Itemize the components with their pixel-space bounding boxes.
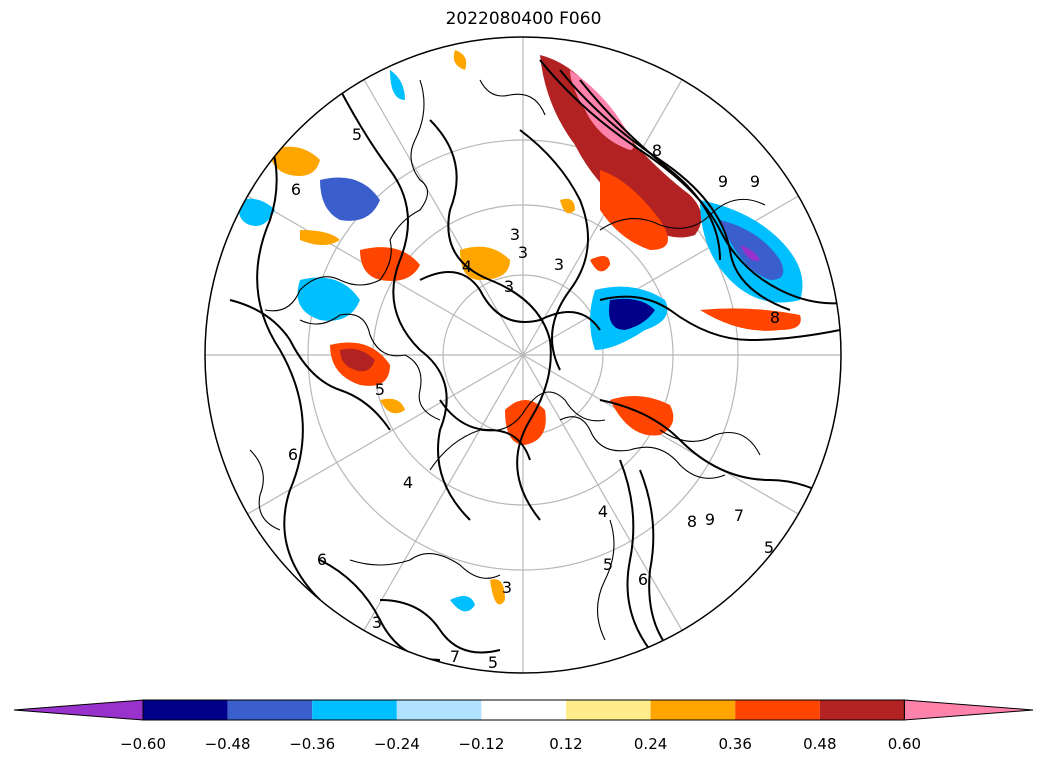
colorbar-tick-label: 0.60	[887, 735, 922, 753]
coastlines	[249, 79, 766, 641]
contour-label: 8	[652, 141, 662, 160]
colorbar-tick-label: −0.24	[373, 735, 420, 753]
contour-label: 5	[375, 380, 385, 399]
anomaly-patch	[505, 400, 546, 445]
colorbar-swatch	[396, 700, 482, 720]
meridian-line	[247, 354, 524, 515]
meridian-line	[522, 354, 683, 631]
colorbar-tick-label: −0.36	[289, 735, 336, 753]
map-boundary	[204, 36, 842, 674]
anomaly-patch	[700, 308, 801, 331]
contour-label: 6	[638, 570, 648, 589]
anomaly-patch	[740, 245, 760, 261]
contour-label: 8	[687, 512, 697, 531]
contour-label: 9	[705, 510, 715, 529]
colorbar-tick-label: 0.24	[633, 735, 668, 753]
contour-label: 3	[510, 225, 520, 244]
colorbar-swatch	[227, 700, 313, 720]
contour-label: 3	[518, 243, 528, 262]
contour-label: 7	[734, 506, 744, 525]
anomaly-patch	[380, 398, 405, 414]
colorbar-swatch	[312, 700, 397, 720]
map-title: 2022080400 F060	[445, 9, 602, 29]
contour-label: 3	[504, 277, 514, 296]
anomaly-patch	[390, 70, 405, 100]
contour-label: 4	[598, 502, 608, 521]
contour-label: 3	[372, 613, 382, 632]
contour-label: 3	[554, 255, 564, 274]
contour-label: 6	[317, 550, 327, 569]
contours	[229, 59, 841, 661]
contour-label: 9	[718, 172, 728, 191]
anomaly-patch	[320, 300, 340, 318]
contour-label: 5	[488, 653, 498, 672]
meridian-line	[363, 79, 524, 356]
colorbar	[13, 699, 1034, 721]
anomaly-patch	[320, 177, 380, 221]
colorbar-swatch	[819, 700, 905, 720]
anomaly-patch	[238, 198, 275, 226]
anomaly-patch	[720, 220, 784, 280]
contour-label: 6	[291, 180, 301, 199]
contour-label: 6	[288, 445, 298, 464]
colorbar-swatch	[566, 700, 651, 720]
colorbar-swatch	[735, 700, 820, 720]
colorbar-tick-label: 0.48	[803, 735, 837, 753]
contour-label: 5	[603, 555, 613, 574]
anomaly-patch	[490, 579, 505, 605]
colorbar-swatch	[481, 700, 566, 720]
colorbar-swatch	[650, 700, 736, 720]
anomaly-patch	[360, 247, 420, 281]
colorbar-swatch	[143, 700, 228, 720]
colorbar-tick-label: −0.12	[458, 735, 505, 753]
anomaly-patch	[270, 146, 320, 176]
anomaly-patch	[570, 70, 634, 150]
anomaly-patch	[297, 277, 360, 321]
anomaly-patch	[450, 596, 475, 612]
anomaly-patch	[609, 298, 655, 330]
anomaly-patch	[453, 50, 467, 70]
meridian-line	[522, 79, 683, 356]
shaded-field	[238, 50, 803, 612]
anomaly-patch	[590, 256, 610, 272]
anomaly-patch	[610, 396, 674, 436]
meridian-line	[363, 354, 524, 631]
colorbar-tick-label: 0.12	[549, 735, 583, 753]
contour-label: 3	[502, 578, 512, 597]
anomaly-patch	[560, 198, 575, 214]
colorbar-extend-high	[903, 699, 1034, 721]
anomaly-patch	[300, 230, 340, 245]
colorbar-frame	[142, 699, 905, 721]
contour-label: 5	[352, 125, 362, 144]
map-content	[205, 37, 841, 673]
colorbar-tick-label: −0.48	[204, 735, 251, 753]
colorbar-extend-low	[13, 699, 144, 721]
colorbar-tick-label: 0.36	[718, 735, 752, 753]
contour-label: 4	[462, 257, 472, 276]
contour-label: 4	[403, 473, 413, 492]
contour-label: 5	[764, 538, 774, 557]
contour-label: 9	[750, 172, 760, 191]
anomaly-patch	[600, 170, 668, 250]
contour-label: 7	[450, 647, 460, 666]
colorbar-tick-label: −0.60	[120, 735, 166, 753]
anomaly-patch	[340, 348, 375, 372]
contour-label: 8	[770, 308, 780, 327]
